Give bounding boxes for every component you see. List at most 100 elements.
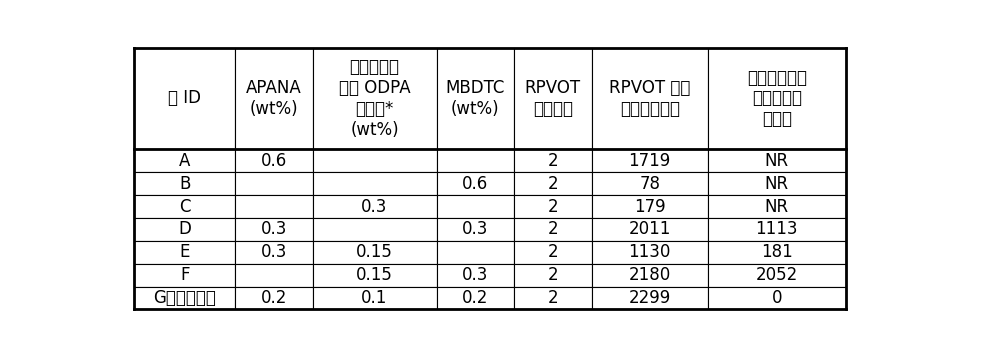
Bar — [708, 150, 846, 172]
Bar — [592, 218, 708, 241]
Bar — [235, 195, 313, 218]
Text: RPVOT
测试次数: RPVOT 测试次数 — [525, 79, 581, 118]
Bar — [134, 150, 235, 172]
Bar — [437, 195, 514, 218]
Text: 0.15: 0.15 — [356, 243, 393, 261]
Text: 2: 2 — [547, 289, 558, 307]
Bar — [313, 286, 437, 310]
Bar — [437, 48, 514, 150]
Text: 0.3: 0.3 — [261, 243, 287, 261]
Text: NR: NR — [765, 174, 789, 193]
Bar — [437, 218, 514, 241]
Text: 2011: 2011 — [628, 220, 671, 238]
Bar — [514, 286, 592, 310]
Bar — [235, 286, 313, 310]
Text: G（本发明）: G（本发明） — [153, 289, 216, 307]
Text: 78: 78 — [639, 174, 660, 193]
Bar — [313, 48, 437, 150]
Bar — [313, 150, 437, 172]
Bar — [437, 172, 514, 195]
Text: 0.2: 0.2 — [261, 289, 287, 307]
Bar — [134, 195, 235, 218]
Text: NR: NR — [765, 198, 789, 215]
Text: 0.3: 0.3 — [462, 266, 488, 284]
Bar — [437, 286, 514, 310]
Text: 0.1: 0.1 — [361, 289, 388, 307]
Bar — [437, 150, 514, 172]
Bar — [235, 172, 313, 195]
Bar — [514, 172, 592, 195]
Bar — [592, 48, 708, 150]
Text: 2: 2 — [547, 152, 558, 170]
Text: 1113: 1113 — [756, 220, 798, 238]
Bar — [514, 48, 592, 150]
Text: 2: 2 — [547, 220, 558, 238]
Bar — [592, 241, 708, 264]
Text: RPVOT 寿命
（平均分钟）: RPVOT 寿命 （平均分钟） — [609, 79, 690, 118]
Bar — [708, 218, 846, 241]
Text: 0.3: 0.3 — [462, 220, 488, 238]
Bar — [514, 264, 592, 286]
Text: 0.3: 0.3 — [361, 198, 388, 215]
Text: 2: 2 — [547, 174, 558, 193]
Text: 0.3: 0.3 — [261, 220, 287, 238]
Bar — [313, 264, 437, 286]
Text: APANA
(wt%): APANA (wt%) — [246, 79, 302, 118]
Text: 2: 2 — [547, 266, 558, 284]
Bar — [313, 195, 437, 218]
Text: 2: 2 — [547, 198, 558, 215]
Text: 0.15: 0.15 — [356, 266, 393, 284]
Bar — [235, 264, 313, 286]
Text: E: E — [179, 243, 190, 261]
Text: 甲基苯并三
唠的 ODPA
衍生物*
(wt%): 甲基苯并三 唠的 ODPA 衍生物* (wt%) — [339, 58, 410, 139]
Bar — [514, 150, 592, 172]
Text: C: C — [179, 198, 190, 215]
Bar — [514, 195, 592, 218]
Text: 2: 2 — [547, 243, 558, 261]
Bar — [592, 195, 708, 218]
Bar — [592, 264, 708, 286]
Bar — [592, 150, 708, 172]
Text: 2180: 2180 — [629, 266, 671, 284]
Bar — [235, 241, 313, 264]
Bar — [592, 172, 708, 195]
Bar — [235, 150, 313, 172]
Text: B: B — [179, 174, 190, 193]
Bar — [708, 172, 846, 195]
Bar — [235, 48, 313, 150]
Text: 1719: 1719 — [629, 152, 671, 170]
Text: F: F — [180, 266, 189, 284]
Text: 181: 181 — [761, 243, 793, 261]
Text: 0.6: 0.6 — [462, 174, 488, 193]
Bar — [134, 48, 235, 150]
Text: 1130: 1130 — [628, 243, 671, 261]
Bar — [514, 218, 592, 241]
Bar — [134, 241, 235, 264]
Bar — [134, 172, 235, 195]
Bar — [313, 218, 437, 241]
Bar — [708, 195, 846, 218]
Bar — [313, 172, 437, 195]
Bar — [708, 264, 846, 286]
Bar — [592, 286, 708, 310]
Bar — [514, 241, 592, 264]
Text: 协同效应（高
于预期値的
分钟）: 协同效应（高 于预期値的 分钟） — [747, 69, 807, 128]
Bar — [437, 241, 514, 264]
Text: 2052: 2052 — [756, 266, 798, 284]
Bar — [708, 286, 846, 310]
Bar — [134, 264, 235, 286]
Text: 0: 0 — [772, 289, 782, 307]
Bar — [235, 218, 313, 241]
Text: 2299: 2299 — [629, 289, 671, 307]
Text: D: D — [178, 220, 191, 238]
Text: MBDTC
(wt%): MBDTC (wt%) — [446, 79, 505, 118]
Text: 0.2: 0.2 — [462, 289, 488, 307]
Bar — [708, 48, 846, 150]
Text: NR: NR — [765, 152, 789, 170]
Bar — [437, 264, 514, 286]
Text: 油 ID: 油 ID — [168, 89, 201, 108]
Bar — [708, 241, 846, 264]
Bar — [313, 241, 437, 264]
Text: 179: 179 — [634, 198, 665, 215]
Bar — [134, 218, 235, 241]
